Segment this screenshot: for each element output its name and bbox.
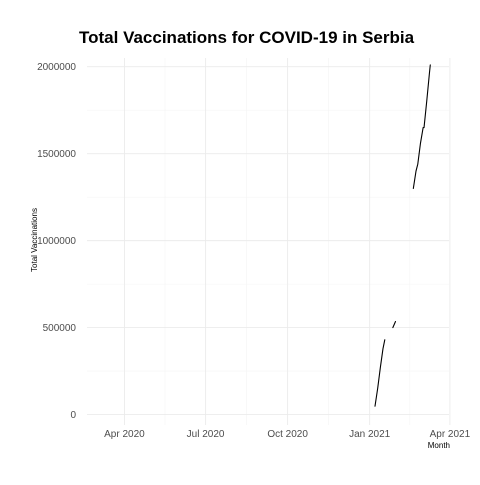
y-tick-label: 1500000 xyxy=(37,149,76,160)
x-tick-label: Oct 2020 xyxy=(267,429,308,440)
chart-title: Total Vaccinations for COVID-19 in Serbi… xyxy=(79,28,415,47)
series-line-segment xyxy=(374,339,386,407)
x-axis-title: Month xyxy=(428,441,450,450)
x-tick-label: Apr 2021 xyxy=(430,429,471,440)
x-tick-label: Jul 2020 xyxy=(187,429,225,440)
y-tick-label: 0 xyxy=(70,410,76,421)
tick-layer: 0 500000 1000000 1500000 2000000 Apr 2020 Jul … xyxy=(37,62,471,440)
series-line-segment xyxy=(392,320,397,329)
x-tick-label: Apr 2020 xyxy=(104,429,145,440)
y-tick-label: 2000000 xyxy=(37,62,76,73)
y-tick-label: 500000 xyxy=(43,323,77,334)
grid-layer xyxy=(87,58,451,425)
y-tick-label: 1000000 xyxy=(37,236,76,247)
x-tick-label: Jan 2021 xyxy=(349,429,391,440)
series-line-segment xyxy=(412,64,431,189)
y-axis-title: Total Vaccinations xyxy=(30,208,39,272)
series-layer xyxy=(374,64,431,407)
